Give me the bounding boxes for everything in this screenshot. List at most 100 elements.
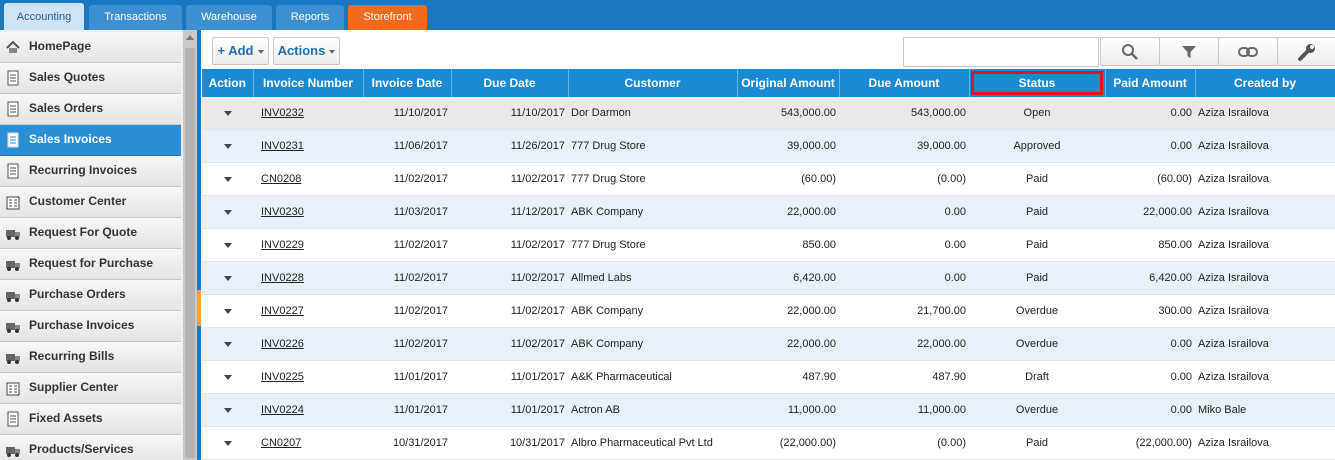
invoice-number-cell: INV0231 [253,129,363,163]
row-action-dropdown-icon[interactable] [223,375,232,380]
table-row[interactable]: INV0227 11/02/2017 11/02/2017 ABK Compan… [202,294,1335,328]
invoice-date-cell: 11/02/2017 [363,327,451,361]
search-button[interactable] [1100,37,1160,66]
table-row[interactable]: INV0232 11/10/2017 11/10/2017 Dor Darmon… [202,97,1335,130]
row-action-cell [202,327,253,361]
sidebar-item-recurring-invoices[interactable]: Recurring Invoices [0,156,181,187]
column-header-created-by[interactable]: Created by [1195,69,1335,97]
row-action-dropdown-icon[interactable] [223,111,232,116]
building-icon [6,196,20,210]
column-header-invoice-number[interactable]: Invoice Number [253,69,364,97]
table-row[interactable]: INV0224 11/01/2017 11/01/2017 Actron AB … [202,393,1335,427]
row-action-dropdown-icon[interactable] [223,441,232,446]
sidebar-item-label: Recurring Invoices [29,163,138,177]
tab-storefront[interactable]: Storefront [348,5,427,30]
filter-button[interactable] [1159,37,1219,66]
column-header-invoice-date[interactable]: Invoice Date [363,69,452,97]
sidebar-item-label: Recurring Bills [29,349,115,363]
table-row[interactable]: INV0226 11/02/2017 11/02/2017 ABK Compan… [202,327,1335,361]
table-row[interactable]: INV0229 11/02/2017 11/02/2017 777 Drug S… [202,228,1335,262]
sidebar-item-sales-quotes[interactable]: Sales Quotes [0,63,181,94]
original-amount-cell: 22,000.00 [737,327,839,361]
column-header-status[interactable]: Status [969,69,1106,97]
table-row[interactable]: INV0230 11/03/2017 11/12/2017 ABK Compan… [202,195,1335,229]
sidebar-item-sales-invoices[interactable]: Sales Invoices [0,125,181,156]
column-header-due-date[interactable]: Due Date [451,69,569,97]
tab-transactions[interactable]: Transactions [89,5,182,30]
tab-accounting[interactable]: Accounting [4,3,84,30]
table-row[interactable]: CN0207 10/31/2017 10/31/2017 Albro Pharm… [202,426,1335,460]
table-row[interactable]: INV0231 11/06/2017 11/26/2017 777 Drug S… [202,129,1335,163]
paid-amount-cell: 0.00 [1105,393,1195,427]
sidebar-item-homepage[interactable]: HomePage [0,32,181,63]
sidebar-item-sales-orders[interactable]: Sales Orders [0,94,181,125]
invoice-number-link[interactable]: INV0225 [261,371,304,383]
invoice-number-link[interactable]: INV0229 [261,239,304,251]
settings-button[interactable] [1277,37,1335,66]
column-header-due-amount[interactable]: Due Amount [839,69,970,97]
status-cell: Paid [969,261,1105,295]
actions-button[interactable]: Actions [273,37,340,65]
row-action-dropdown-icon[interactable] [223,309,232,314]
status-cell: Approved [969,129,1105,163]
invoice-date-cell: 11/03/2017 [363,195,451,229]
invoice-date-cell: 10/31/2017 [363,426,451,460]
link-button[interactable] [1218,37,1278,66]
splitter-handle[interactable] [197,290,201,326]
due-amount-cell: 21,700.00 [839,294,969,328]
sidebar-item-products-services[interactable]: Products/Services [0,435,181,460]
sidebar-item-purchase-orders[interactable]: Purchase Orders [0,280,181,311]
row-action-dropdown-icon[interactable] [223,408,232,413]
status-cell: Overdue [969,294,1105,328]
search-input[interactable] [903,37,1099,67]
table-row[interactable]: INV0225 11/01/2017 11/01/2017 A&K Pharma… [202,360,1335,394]
invoice-number-link[interactable]: INV0232 [261,107,304,119]
invoice-number-link[interactable]: INV0231 [261,140,304,152]
sidebar: HomePage Sales Quotes Sales Orders Sales… [0,30,183,460]
table-row[interactable]: INV0228 11/02/2017 11/02/2017 Allmed Lab… [202,261,1335,295]
sidebar-scroll-thumb[interactable] [185,48,195,458]
scroll-up-arrow-icon[interactable] [186,35,194,40]
row-action-dropdown-icon[interactable] [223,342,232,347]
created-by-cell: Aziza Israilova [1195,327,1335,361]
row-action-dropdown-icon[interactable] [223,210,232,215]
column-header-paid-amount[interactable]: Paid Amount [1105,69,1196,97]
sidebar-item-label: Fixed Assets [29,411,103,425]
invoice-number-link[interactable]: CN0207 [261,437,302,449]
column-header-customer[interactable]: Customer [568,69,738,97]
invoice-number-link[interactable]: INV0226 [261,338,304,350]
due-date-cell: 11/12/2017 [451,195,568,229]
column-header-original-amount[interactable]: Original Amount [737,69,840,97]
panel-splitter[interactable] [197,30,201,460]
row-action-dropdown-icon[interactable] [223,177,232,182]
customer-cell: Dor Darmon [568,97,737,130]
row-action-dropdown-icon[interactable] [223,243,232,248]
sidebar-item-recurring-bills[interactable]: Recurring Bills [0,342,181,373]
row-action-cell [202,393,253,427]
invoice-number-cell: INV0232 [253,97,363,130]
tab-warehouse[interactable]: Warehouse [186,5,272,30]
invoice-number-link[interactable]: INV0227 [261,305,304,317]
sidebar-item-supplier-center[interactable]: Supplier Center [0,373,181,404]
add-button[interactable]: + Add [212,37,269,65]
customer-cell: Actron AB [568,393,737,427]
invoice-number-link[interactable]: INV0224 [261,404,304,416]
document-icon [7,411,19,427]
sidebar-item-fixed-assets[interactable]: Fixed Assets [0,404,181,435]
status-cell: Open [969,97,1105,130]
invoice-number-link[interactable]: CN0208 [261,173,302,185]
sidebar-item-customer-center[interactable]: Customer Center [0,187,181,218]
row-action-dropdown-icon[interactable] [223,144,232,149]
invoice-number-link[interactable]: INV0230 [261,206,304,218]
sidebar-item-purchase-invoices[interactable]: Purchase Invoices [0,311,181,342]
sidebar-item-request-for-purchase[interactable]: Request for Purchase [0,249,181,280]
table-row[interactable]: CN0208 11/02/2017 11/02/2017 777 Drug St… [202,162,1335,196]
invoice-date-cell: 11/01/2017 [363,360,451,394]
sidebar-item-request-for-quote[interactable]: Request For Quote [0,218,181,249]
row-action-dropdown-icon[interactable] [223,276,232,281]
column-header-action[interactable]: Action [202,69,254,97]
invoice-number-link[interactable]: INV0228 [261,272,304,284]
paid-amount-cell: (60.00) [1105,162,1195,196]
link-icon [1238,46,1258,57]
tab-reports[interactable]: Reports [276,5,344,30]
